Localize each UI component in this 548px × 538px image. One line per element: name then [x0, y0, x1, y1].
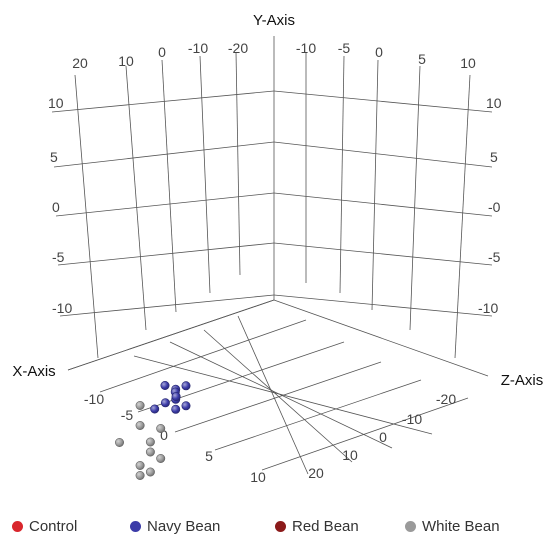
legend: Control Navy Bean Red Bean White Bean: [12, 516, 542, 536]
tick-label: -10: [478, 300, 498, 316]
tick-label: -5: [338, 40, 351, 56]
tick-label: -10: [296, 40, 316, 56]
grid-line: [125, 65, 147, 331]
grid-line: [409, 65, 421, 331]
grid-line: [74, 74, 99, 359]
tick-label: 5: [205, 448, 213, 464]
tick-label: 10: [342, 447, 358, 463]
tick-label: 0: [158, 44, 166, 60]
tick-label: -5: [488, 249, 501, 265]
data-point: [156, 453, 166, 463]
tick-label: 5: [50, 149, 58, 165]
x-axis-title: X-Axis: [12, 363, 55, 380]
tick-label: 10: [486, 95, 502, 111]
grid-line: [273, 294, 493, 317]
data-point: [135, 420, 145, 430]
grid-line: [133, 355, 433, 435]
legend-label: White Bean: [422, 517, 500, 535]
tick-label: -20: [436, 391, 456, 407]
grid-line: [339, 55, 345, 294]
grid-line: [203, 329, 353, 463]
grid-line: [214, 379, 422, 451]
grid-line: [273, 90, 493, 113]
tick-label: -5: [52, 249, 65, 265]
legend-swatch: [405, 520, 416, 532]
tick-label: -10: [52, 300, 72, 316]
grid-line: [53, 141, 275, 168]
grid-line: [59, 294, 275, 317]
legend-item-white-bean: White Bean: [405, 516, 500, 536]
tick-labels: 20 10 0 -10 -20 -10 -5 0 5 10 10 5 0 -5 …: [48, 40, 502, 485]
data-point: [171, 404, 181, 414]
legend-item-navy-bean: Navy Bean: [130, 516, 220, 536]
grid-line: [273, 192, 493, 217]
tick-label: 10: [118, 53, 134, 69]
data-point: [156, 423, 166, 433]
data-point: [135, 400, 145, 410]
data-point: [160, 380, 170, 390]
data-point: [135, 470, 145, 480]
grid-line: [51, 90, 275, 113]
tick-label: -0: [488, 199, 501, 215]
grid-line: [169, 341, 393, 449]
legend-item-control: Control: [12, 516, 77, 536]
grid-line: [57, 242, 275, 266]
tick-label: 20: [72, 55, 88, 71]
tick-label: 10: [48, 95, 64, 111]
legend-item-red-bean: Red Bean: [275, 516, 359, 536]
tick-label: -5: [121, 407, 134, 423]
tick-label: -10: [402, 411, 422, 427]
data-point: [115, 437, 125, 447]
grid-line: [55, 192, 275, 217]
grid-line: [174, 361, 382, 433]
data-point: [150, 404, 160, 414]
series-navy-bean: [150, 380, 191, 414]
grid-line: [235, 51, 241, 276]
grid-line: [273, 242, 493, 266]
tick-label: 10: [460, 55, 476, 71]
tick-label: -20: [228, 40, 248, 56]
data-point: [171, 392, 181, 402]
data-point: [145, 447, 155, 457]
grid-line: [199, 55, 211, 294]
tick-label: 0: [379, 429, 387, 445]
grid-line: [99, 319, 307, 393]
grid-line: [67, 299, 275, 371]
legend-swatch: [130, 520, 141, 532]
grid-line: [273, 299, 489, 377]
legend-swatch: [275, 520, 286, 532]
y-axis-title: Y-Axis: [253, 12, 295, 29]
tick-label: 10: [250, 469, 266, 485]
series-white-bean: [115, 400, 166, 480]
data-point: [160, 398, 170, 408]
tick-label: 5: [490, 149, 498, 165]
legend-label: Red Bean: [292, 517, 359, 535]
grid-line: [261, 397, 469, 471]
grid-line: [237, 315, 309, 475]
data-point: [181, 381, 191, 391]
tick-label: 0: [52, 199, 60, 215]
data-point: [145, 437, 155, 447]
tick-label: 0: [375, 44, 383, 60]
grid-line: [161, 59, 177, 313]
z-axis-title: Z-Axis: [501, 372, 544, 389]
data-point: [135, 460, 145, 470]
grid-lines: [51, 36, 493, 475]
tick-label: 5: [418, 51, 426, 67]
tick-label: -10: [84, 391, 104, 407]
grid-line: [454, 74, 471, 359]
data-point: [145, 467, 155, 477]
grid-line: [371, 59, 379, 311]
grid-line: [273, 141, 493, 168]
tick-label: 20: [308, 465, 324, 481]
legend-label: Navy Bean: [147, 517, 221, 535]
legend-label: Control: [29, 517, 78, 535]
data-points: [115, 380, 191, 480]
tick-label: 0: [160, 427, 168, 443]
legend-swatch: [12, 520, 23, 532]
data-point: [181, 401, 191, 411]
tick-label: -10: [188, 40, 208, 56]
